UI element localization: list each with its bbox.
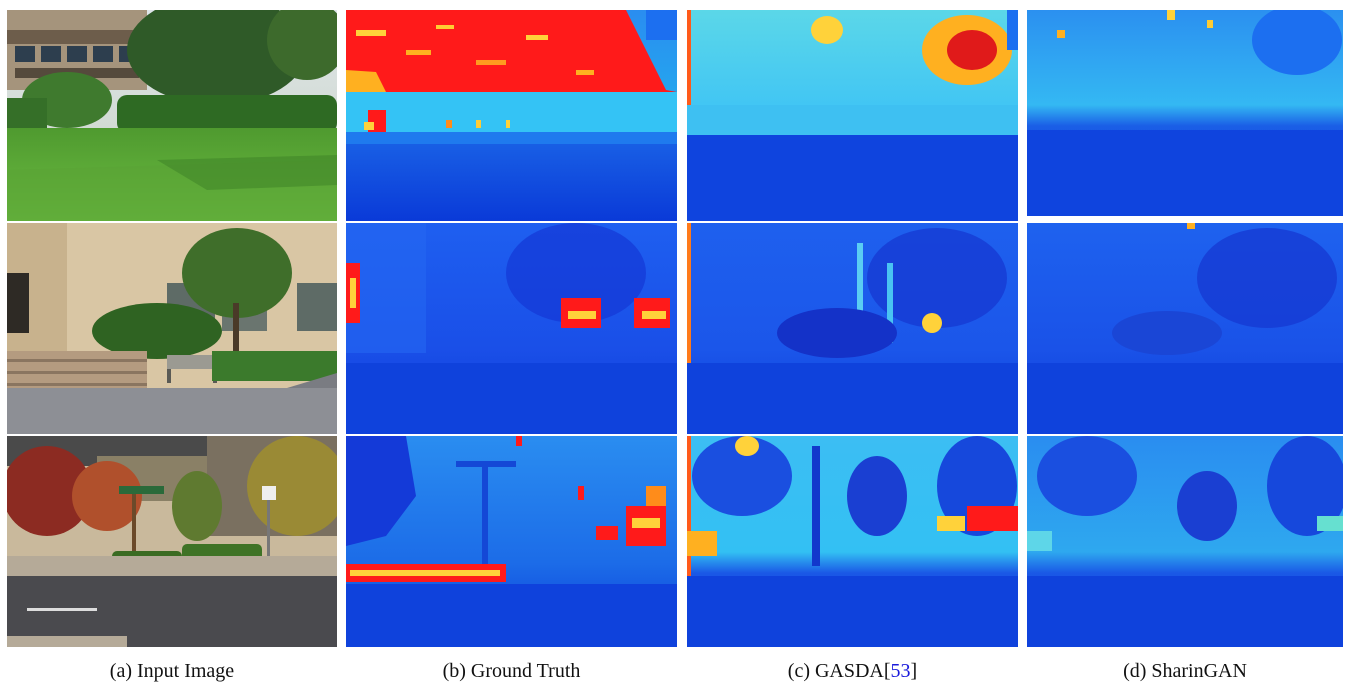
- gasda-depth-street: [687, 436, 1018, 647]
- ground-truth-depth-bench: [346, 223, 677, 434]
- caption-gasda-suffix: ]: [910, 660, 918, 682]
- caption-input-image-text: (a) Input Image: [109, 660, 235, 682]
- caption-sharingan-text: (d) SharinGAN: [1123, 660, 1247, 682]
- gasda-depth-bench: [687, 223, 1018, 434]
- ground-truth-depth-street: [346, 436, 677, 647]
- caption-ground-truth-text: (b) Ground Truth: [442, 660, 581, 682]
- caption-ground-truth: (b) Ground Truth: [346, 660, 677, 683]
- citation-link[interactable]: 53: [890, 660, 911, 682]
- input-image-lawn: [7, 10, 337, 221]
- sharingan-depth-street: [1027, 436, 1343, 647]
- input-image-street: [7, 436, 337, 647]
- sharingan-depth-bench: [1027, 223, 1343, 434]
- caption-input-image: (a) Input Image: [7, 660, 337, 683]
- ground-truth-depth-lawn: [346, 10, 677, 221]
- caption-gasda-prefix: (c) GASDA[: [787, 660, 891, 682]
- sharingan-depth-lawn: [1027, 10, 1343, 221]
- caption-gasda: (c) GASDA[53]: [687, 660, 1018, 683]
- input-image-bench: [7, 223, 337, 434]
- caption-sharingan: (d) SharinGAN: [1027, 660, 1343, 683]
- gasda-depth-lawn: [687, 10, 1018, 221]
